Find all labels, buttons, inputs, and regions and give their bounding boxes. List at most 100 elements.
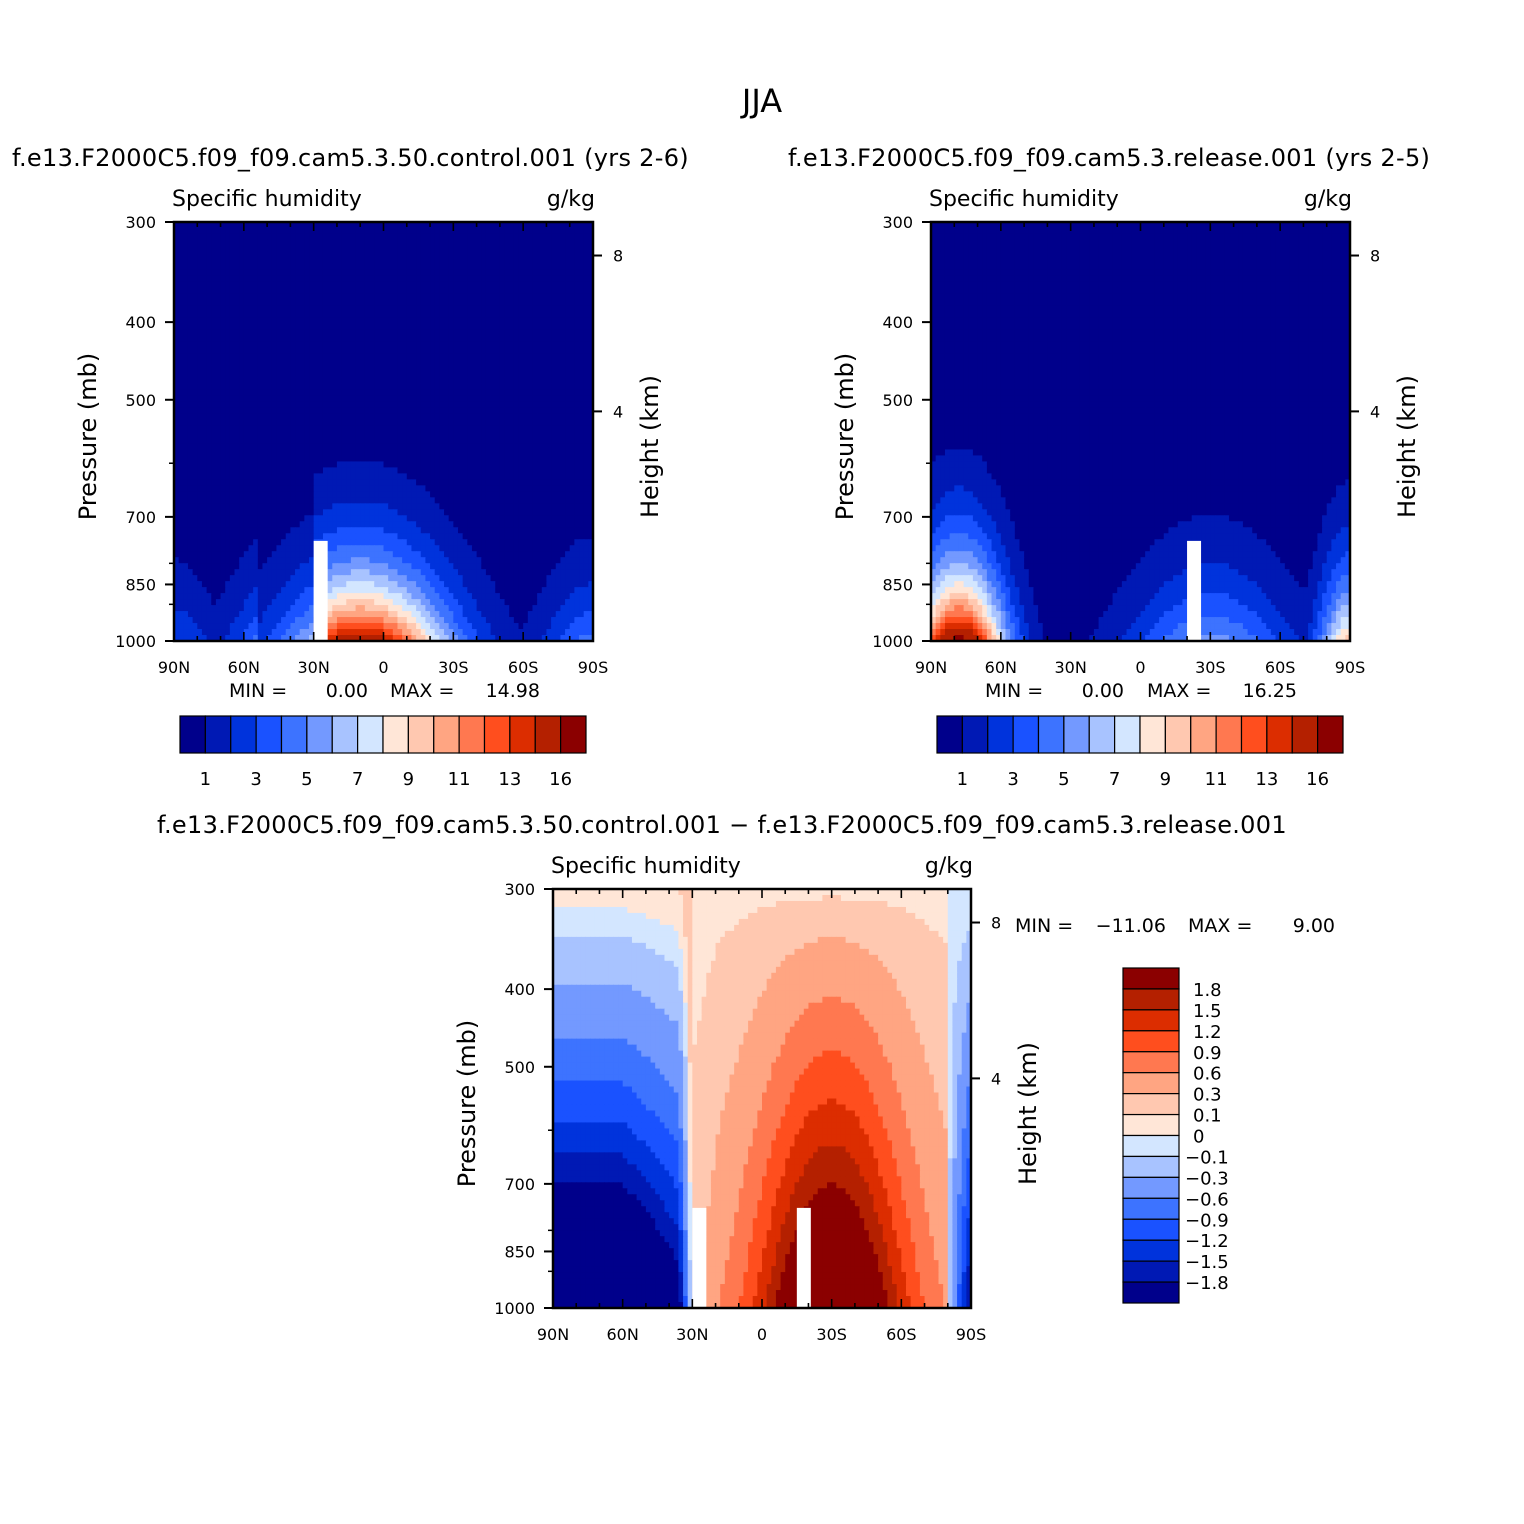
contour-cell <box>574 365 580 373</box>
contour-cell <box>253 551 259 558</box>
contour-cell <box>285 365 291 373</box>
contour-cell <box>234 371 240 379</box>
contour-cell <box>406 479 413 486</box>
contour-cell <box>253 323 259 331</box>
contour-cell <box>355 437 361 445</box>
contour-cell <box>253 305 259 313</box>
contour-cell <box>346 389 352 397</box>
contour-cell <box>430 251 436 259</box>
contour-cell <box>262 227 268 235</box>
contour-cell <box>229 275 236 283</box>
contour-cell <box>211 245 217 253</box>
contour-cell <box>523 509 529 516</box>
contour-cell <box>211 227 217 235</box>
contour-cell <box>174 509 180 516</box>
contour-cell <box>406 341 413 349</box>
contour-cell <box>364 443 371 451</box>
contour-cell <box>374 431 380 439</box>
contour-cell <box>485 473 492 480</box>
contour-cell <box>509 515 515 522</box>
contour-cell <box>318 419 324 427</box>
contour-cell <box>276 371 282 379</box>
contour-cell <box>295 395 301 403</box>
contour-cell <box>481 353 487 361</box>
contour-cell <box>215 485 222 492</box>
contour-cell <box>355 371 361 379</box>
contour-cell <box>257 419 264 427</box>
contour-cell <box>234 467 240 474</box>
contour-cell <box>178 509 184 516</box>
contour-cell <box>583 407 589 415</box>
contour-cell <box>332 353 338 361</box>
contour-cell <box>509 377 515 385</box>
contour-cell <box>388 449 394 457</box>
contour-cell <box>341 347 347 355</box>
contour-cell <box>406 353 413 361</box>
contour-cell <box>178 359 184 367</box>
contour-cell <box>178 515 184 522</box>
contour-cell <box>364 449 371 457</box>
contour-cell <box>555 419 562 427</box>
contour-cell <box>457 383 464 391</box>
contour-cell <box>569 263 575 271</box>
contour-cell <box>397 239 403 247</box>
contour-cell <box>355 461 361 469</box>
contour-cell <box>215 449 222 457</box>
contour-cell <box>225 275 231 283</box>
contour-cell <box>304 395 310 403</box>
contour-cell <box>187 413 194 421</box>
contour-cell <box>281 515 287 522</box>
contour-cell <box>197 341 203 349</box>
contour-cell <box>388 317 394 325</box>
contour-cell <box>434 227 440 235</box>
contour-cell <box>546 461 552 469</box>
contour-cell <box>546 329 552 337</box>
contour-cell <box>220 293 226 301</box>
contour-cell <box>579 383 585 391</box>
contour-cell <box>327 413 333 421</box>
contour-cell <box>457 269 464 277</box>
contour-cell <box>295 533 301 540</box>
contour-cell <box>327 317 333 325</box>
contour-cell <box>313 245 319 253</box>
contour-cell <box>471 485 478 492</box>
contour-cell <box>234 335 240 343</box>
contour-cell <box>192 353 198 361</box>
contour-cell <box>495 287 501 295</box>
contour-cell <box>388 222 394 229</box>
contour-cell <box>565 353 571 361</box>
contour-cell <box>523 443 529 451</box>
contour-cell <box>239 437 245 445</box>
contour-cell <box>369 245 375 253</box>
contour-cell <box>569 515 575 522</box>
contour-cell <box>341 527 347 534</box>
contour-cell <box>346 275 352 283</box>
contour-cell <box>588 335 593 343</box>
contour-cell <box>425 281 431 289</box>
contour-cell <box>360 407 366 415</box>
contour-cell <box>434 491 440 498</box>
contour-cell <box>248 383 254 391</box>
contour-cell <box>434 437 440 445</box>
contour-cell <box>499 371 506 379</box>
contour-cell <box>434 329 440 337</box>
contour-cell <box>309 413 315 421</box>
contour-cell <box>383 377 389 385</box>
contour-cell <box>406 503 413 510</box>
contour-cell <box>579 311 585 319</box>
contour-cell <box>276 419 282 427</box>
contour-cell <box>220 419 226 427</box>
contour-cell <box>467 287 473 295</box>
contour-cell <box>257 383 264 391</box>
contour-cell <box>201 461 208 469</box>
contour-cell <box>383 299 389 307</box>
contour-cell <box>369 335 375 343</box>
contour-cell <box>239 449 245 457</box>
contour-cell <box>513 449 520 457</box>
contour-cell <box>546 479 552 486</box>
contour-cell <box>402 311 408 319</box>
contour-cell <box>304 491 310 498</box>
contour-cell <box>499 239 506 247</box>
contour-cell <box>383 413 389 421</box>
contour-cell <box>565 461 571 469</box>
